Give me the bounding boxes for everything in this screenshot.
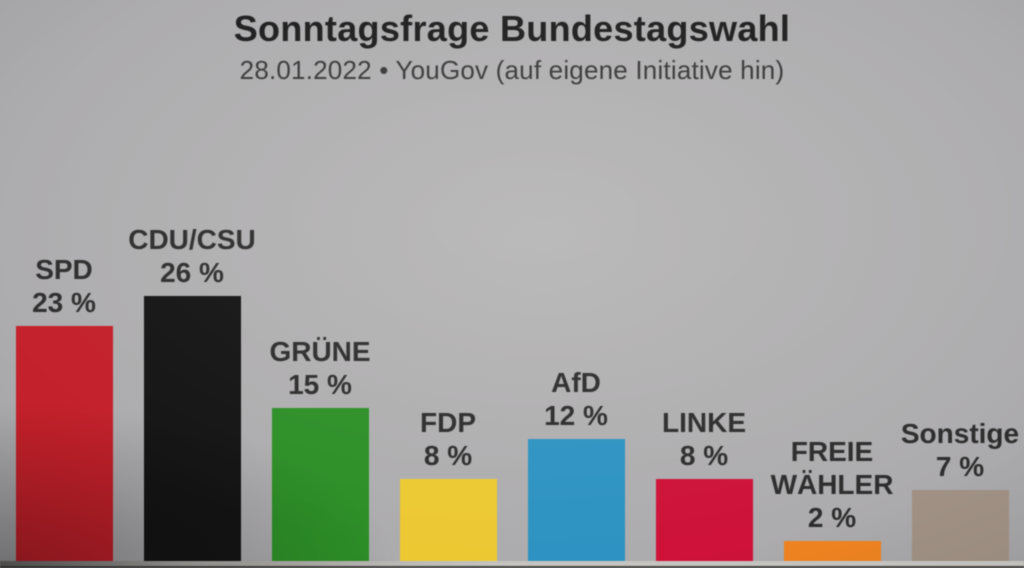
bar-group: GRÜNE 15 %: [256, 335, 384, 561]
chart-subtitle: 28.01.2022 • YouGov (auf eigene Initiati…: [239, 55, 785, 85]
chart-title: Sonntagsfrage Bundestagswahl: [233, 8, 791, 49]
bar-group: SPD 23 %: [0, 253, 128, 561]
chart-header: Sonntagsfrage Bundestagswahl 28.01.2022 …: [0, 8, 1024, 86]
bar-category-label: CDU/CSU: [128, 223, 256, 255]
screen-bottom-edge: [0, 561, 1024, 568]
bar-cdu-csu: [143, 295, 241, 561]
bar-fdp: [399, 479, 497, 561]
bar-category-label: AfD: [551, 366, 601, 398]
bar-value-label: 23 %: [32, 287, 96, 319]
bar-category-label: LINKE: [662, 407, 746, 439]
bar-grüne: [271, 408, 369, 561]
bar-value-label: 2 %: [807, 501, 857, 533]
bar-value-label: 7 %: [935, 450, 985, 482]
bar-value-label: 8 %: [679, 440, 729, 472]
bar-category-label: GRÜNE: [269, 336, 371, 367]
bar-group: AfD 12 %: [512, 366, 640, 561]
bar-group: FDP 8 %: [384, 406, 512, 561]
bar-value-label: 15 %: [288, 369, 352, 400]
bar-group: CDU/CSU 26 %: [128, 223, 256, 561]
bar-value-label: 8 %: [423, 440, 473, 472]
bar-value-label: 12 %: [544, 399, 608, 431]
bar-linke: [655, 479, 753, 561]
bar-category-label: FREIE WÄHLER: [770, 435, 894, 500]
bar-category-label: SPD: [35, 254, 93, 286]
bar-group: Sonstige 7 %: [896, 417, 1024, 561]
bar-sonstige: [911, 489, 1009, 561]
bar-freie-wähler: [783, 540, 881, 561]
bar-category-label: FDP: [420, 407, 476, 439]
bar-group: LINKE 8 %: [640, 406, 768, 561]
bar-afd: [527, 438, 625, 561]
bar-category-label: Sonstige: [900, 417, 1020, 449]
bar-group: FREIE WÄHLER 2 %: [768, 435, 896, 561]
bar-spd: [15, 326, 113, 561]
bar-value-label: 26 %: [160, 256, 224, 288]
bar-chart: SPD 23 % CDU/CSU 26 % GRÜNE 15 % FDP 8 % AfD 12 %…: [0, 141, 1024, 561]
